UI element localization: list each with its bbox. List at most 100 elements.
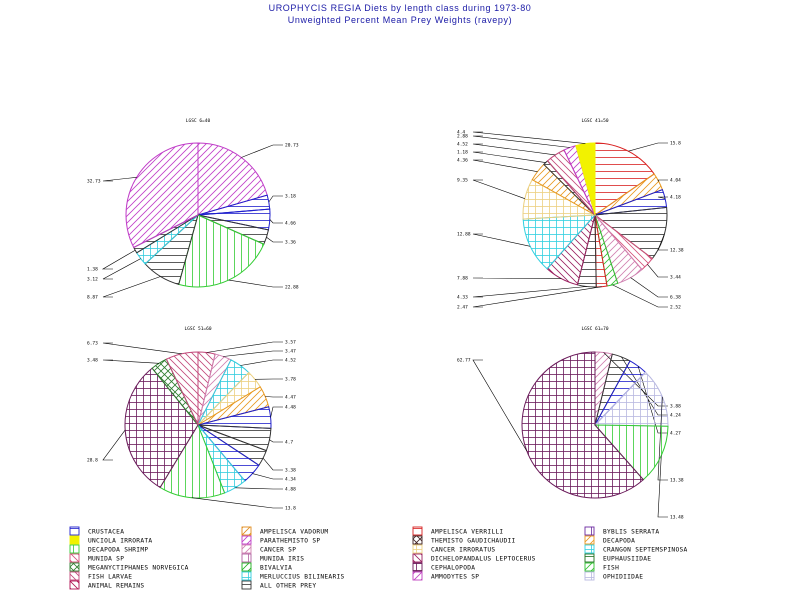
leader-line: [240, 359, 283, 366]
chart-title: UROPHYCIS REGIA Diets by length class du…: [268, 3, 532, 13]
leader-line: [102, 342, 182, 355]
legend-label: DECAPODA SHRIMP: [88, 547, 148, 554]
leader-line: [241, 144, 283, 158]
slice-label: 4.04: [670, 178, 681, 184]
leader-line: [472, 135, 570, 148]
pie-title: LGSC 51=60: [184, 326, 211, 332]
slice-label: 3.38: [285, 468, 296, 474]
slice-label: 12.88: [457, 232, 471, 238]
legend-item: CANCER IRRORATUS: [412, 544, 495, 554]
slice-label: 3.36: [285, 240, 296, 246]
slice-label: 2.88: [457, 134, 468, 140]
pie-slice: [165, 351, 199, 426]
chart-subtitle: Unweighted Percent Mean Prey Weights (ra…: [287, 15, 513, 25]
leader-line: [265, 396, 283, 398]
leader-line: [270, 406, 283, 418]
leader-line: [228, 279, 283, 288]
legend-label: ANIMAL REMAINS: [88, 583, 144, 590]
legend-item: OPHIDIIDAE: [584, 571, 643, 581]
legend-swatch: [412, 562, 423, 572]
leader-line: [472, 131, 586, 144]
legend-swatch: [69, 562, 80, 572]
slice-label: 12.38: [670, 248, 684, 254]
leader-line: [268, 195, 283, 203]
slice-label: 22.88: [285, 285, 299, 291]
legend-swatch: [69, 544, 80, 554]
legend-label: MERLUCCIUS BILINEARIS: [260, 574, 345, 581]
slice-label: 4.66: [285, 221, 296, 227]
leader-line: [657, 179, 668, 182]
slice-label: 4.88: [285, 487, 296, 493]
legend-swatch: [241, 544, 252, 554]
legend-swatch: [412, 553, 423, 563]
legend-swatch: [412, 535, 423, 545]
leader-line: [472, 277, 562, 279]
legend-swatch: [69, 580, 80, 590]
pie-slice: [594, 142, 655, 216]
legend-label: CANCER IRRORATUS: [431, 547, 495, 554]
leader-line: [472, 359, 527, 452]
slice-label: 13.8: [285, 506, 296, 512]
legend-swatch: [584, 562, 595, 572]
legend-item: CRUSTACEA: [69, 526, 124, 536]
legend-label: FISH: [603, 565, 619, 572]
leader-line: [252, 473, 283, 480]
pie-slice: [125, 142, 199, 249]
slice-label: 4.18: [670, 195, 681, 201]
leader-line: [191, 497, 283, 509]
legend-label: BIVALVIA: [260, 565, 292, 572]
legend-label: CEPHALOPODA: [431, 565, 475, 572]
pie-chart-1: LGSC 6=40 20.73 3.18 4.66 3.36 22.88 8.87 3.12 1…: [87, 118, 299, 301]
slice-label: 9.35: [457, 178, 468, 184]
legend-item: MUNIDA IRIS: [241, 553, 304, 563]
legend-label: CRUSTACEA: [88, 529, 124, 536]
legend-item: ALL OTHER PREY: [241, 580, 316, 590]
slice-label: 3.47: [285, 349, 296, 355]
slice-label: 4.52: [457, 142, 468, 148]
slice-label: 4.4: [457, 130, 465, 136]
slice-label: 4.34: [285, 477, 296, 483]
slice-label: 4.48: [285, 405, 296, 411]
legend-item: BYBLIS SERRATA: [584, 526, 659, 536]
legend-label: DICHELOPANDALUS LEPTOCERUS: [431, 556, 536, 563]
slice-label: 3.88: [670, 404, 681, 410]
leader-line: [472, 286, 602, 308]
leader-line: [472, 151, 546, 163]
leader-line: [472, 179, 526, 199]
legend-label: CANCER SP: [260, 547, 296, 554]
leader-line: [630, 277, 668, 298]
pie-slice: [522, 214, 597, 270]
leader-line: [266, 236, 283, 243]
slice-label: 7.88: [457, 276, 468, 282]
slice-label: 62.77: [457, 358, 471, 364]
slice-label: 4.33: [457, 295, 468, 301]
leader-line: [472, 159, 538, 172]
slice-label: 3.48: [87, 358, 98, 364]
slice-label: 3.18: [285, 194, 296, 200]
slice-label: 1.18: [457, 150, 468, 156]
pie-chart-2: LGSC 41=50 15.8 4.04 4.18 12.38 3.44 6.38 2.52 2…: [457, 118, 684, 311]
legend-swatch: [584, 535, 595, 545]
slice-label: 4.24: [670, 413, 681, 419]
slice-label: 4.7: [285, 440, 293, 446]
legend-swatch: [584, 571, 595, 581]
slice-label: 15.8: [670, 141, 681, 147]
legend-item: CEPHALOPODA: [412, 562, 475, 572]
leader-line: [102, 359, 160, 364]
leader-line: [102, 276, 161, 298]
slice-label: 3.57: [285, 340, 296, 346]
leader-line: [472, 143, 556, 156]
pie-title: LGSC 61=70: [581, 326, 608, 332]
legend-swatch: [241, 580, 252, 590]
pie-title: LGSC 41=50: [581, 118, 608, 124]
legend-swatch: [69, 571, 80, 581]
legend-swatch: [241, 526, 252, 536]
slice-label: 3.12: [87, 277, 98, 283]
slice-label: 13.38: [670, 478, 684, 484]
legend-swatch: [241, 535, 252, 545]
legend-label: CRANGON SEPTEMSPINOSA: [603, 547, 688, 554]
legend-swatch: [241, 571, 252, 581]
legend-label: MUNIDA SP: [88, 556, 124, 563]
slice-label: 28.8: [87, 458, 98, 464]
